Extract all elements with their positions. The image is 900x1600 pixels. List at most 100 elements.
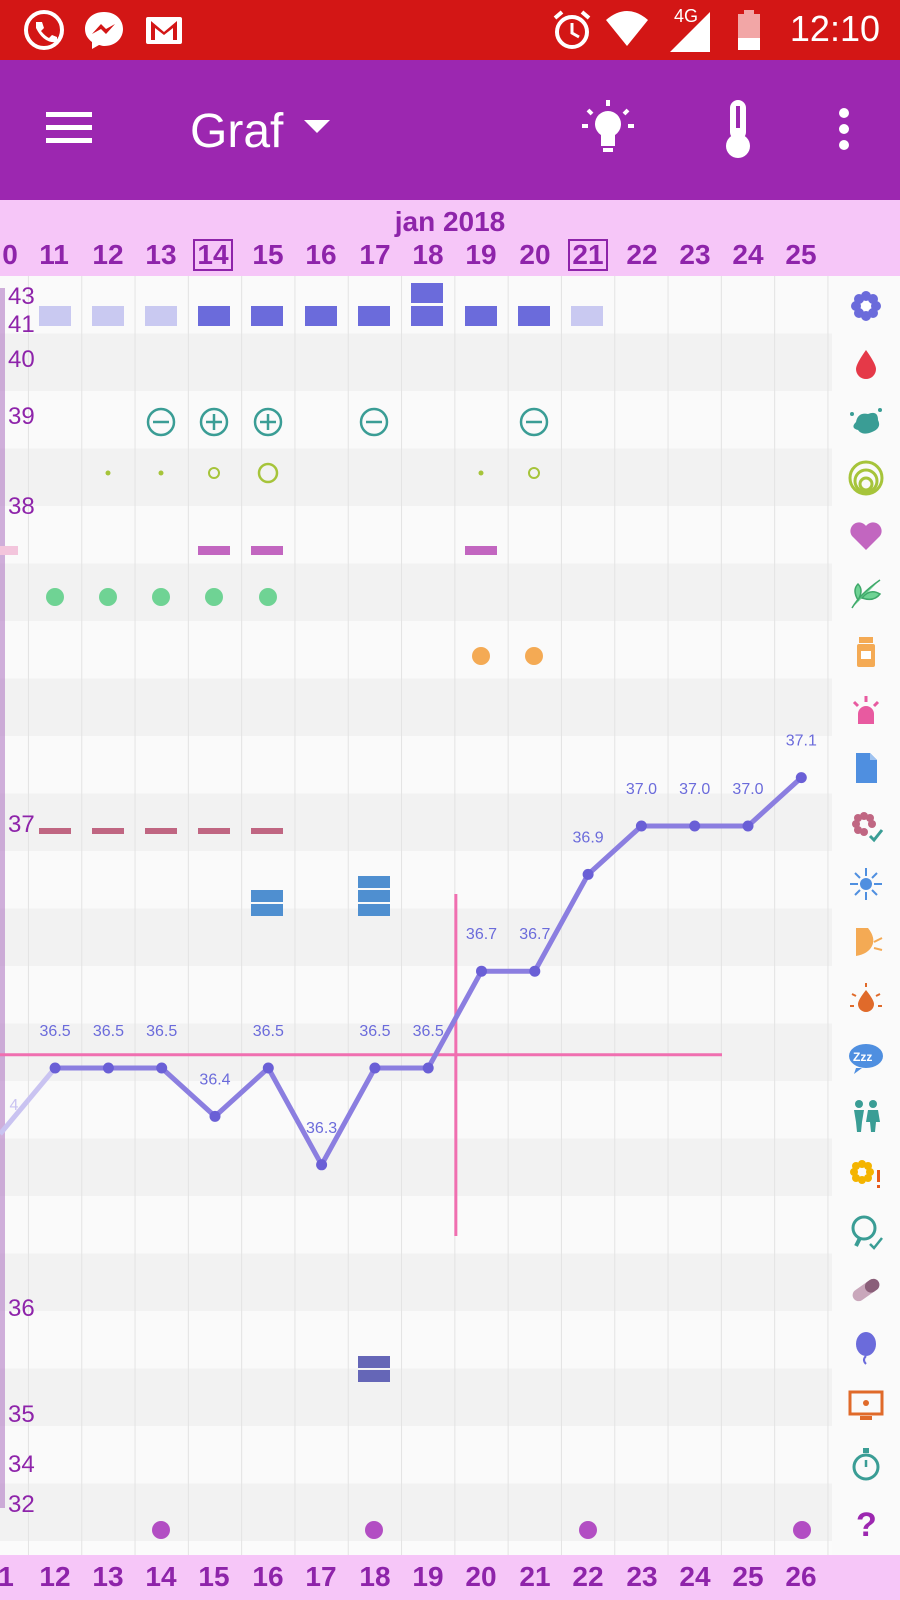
day-label[interactable]: 17: [359, 239, 391, 270]
temperature-point[interactable]: [476, 965, 487, 977]
mucus-marker[interactable]: [478, 470, 484, 476]
positive-test-marker[interactable]: [253, 407, 283, 437]
note-marker[interactable]: [251, 828, 283, 834]
intercourse-marker[interactable]: [198, 546, 230, 555]
day-label[interactable]: 18: [412, 239, 444, 270]
page-title[interactable]: Graf: [190, 105, 284, 158]
event-marker[interactable]: [793, 1521, 811, 1539]
flow-marker[interactable]: [145, 306, 177, 326]
day-label[interactable]: 16: [305, 239, 337, 270]
cervix-marker[interactable]: [251, 890, 283, 902]
mucus-marker[interactable]: [257, 462, 279, 484]
heart-icon[interactable]: [848, 518, 884, 554]
flow-marker[interactable]: [518, 306, 550, 326]
intercourse-marker[interactable]: [465, 546, 497, 555]
note-marker[interactable]: [92, 828, 124, 834]
drop-rays-icon[interactable]: [848, 982, 884, 1018]
negative-test-marker[interactable]: [146, 407, 176, 437]
temperature-point[interactable]: [102, 1062, 114, 1074]
day-label[interactable]: 12: [92, 239, 124, 270]
flower-alert-icon[interactable]: [848, 1156, 884, 1192]
flow-marker[interactable]: [305, 306, 337, 326]
cervix-marker[interactable]: [358, 904, 390, 916]
day-label[interactable]: 15: [252, 239, 284, 270]
temperature-point[interactable]: [316, 1159, 328, 1171]
flow-marker[interactable]: [92, 306, 124, 326]
intercourse-marker[interactable]: [251, 546, 283, 555]
temperature-point[interactable]: [795, 772, 807, 784]
mood-marker[interactable]: [259, 588, 277, 606]
temperature-chart[interactable]: 43 41 40 39 38 37 36 35 34 32: [0, 276, 832, 1556]
event-marker[interactable]: [579, 1521, 597, 1539]
mood-marker[interactable]: [46, 588, 64, 606]
positive-test-marker[interactable]: [199, 407, 229, 437]
negative-test-marker[interactable]: [519, 407, 549, 437]
monitor-marker[interactable]: [358, 1370, 390, 1382]
mood-marker[interactable]: [99, 588, 117, 606]
day-label[interactable]: 25: [785, 239, 817, 270]
drop-icon[interactable]: [848, 346, 884, 382]
day-label[interactable]: 0: [2, 239, 18, 270]
stopwatch-icon[interactable]: [848, 1446, 884, 1482]
flow-marker[interactable]: [39, 306, 71, 326]
temperature-point[interactable]: [49, 1062, 61, 1074]
balloon-icon[interactable]: [848, 1330, 884, 1366]
mucus-marker[interactable]: [208, 467, 220, 479]
flower-icon[interactable]: [848, 288, 884, 324]
day-label[interactable]: 20: [519, 239, 551, 270]
dropdown-icon[interactable]: [302, 116, 332, 136]
leaf-icon[interactable]: [848, 576, 884, 612]
flow-marker[interactable]: [251, 306, 283, 326]
capsule-icon[interactable]: [848, 1272, 884, 1308]
temperature-point[interactable]: [689, 820, 701, 832]
mucus-marker[interactable]: [105, 470, 111, 476]
monitor-marker[interactable]: [358, 1356, 390, 1368]
mucus-marker[interactable]: [158, 470, 164, 476]
temperature-point[interactable]: [262, 1062, 274, 1074]
flow-marker[interactable]: [411, 283, 443, 303]
alarm-light-icon[interactable]: [848, 692, 884, 728]
day-label[interactable]: 24: [732, 239, 764, 270]
magnifier-icon[interactable]: [848, 1214, 884, 1250]
temperature-point[interactable]: [156, 1062, 168, 1074]
day-label[interactable]: 19: [465, 239, 497, 270]
sleep-icon[interactable]: Zzz: [848, 1040, 884, 1076]
temperature-point[interactable]: [742, 820, 754, 832]
document-icon[interactable]: [848, 750, 884, 786]
temperature-point[interactable]: [582, 868, 594, 880]
monitor-icon[interactable]: [848, 1388, 884, 1424]
temperature-point[interactable]: [635, 820, 647, 832]
cervix-marker[interactable]: [251, 904, 283, 916]
event-marker[interactable]: [152, 1521, 170, 1539]
pill-bottle-icon[interactable]: [848, 634, 884, 670]
flow-marker[interactable]: [411, 306, 443, 326]
rings-icon[interactable]: [848, 460, 884, 496]
negative-test-marker[interactable]: [359, 407, 389, 437]
flow-marker[interactable]: [358, 306, 390, 326]
day-label[interactable]: 11: [39, 239, 69, 270]
mucus-marker[interactable]: [528, 467, 540, 479]
temperature-point[interactable]: [529, 965, 541, 977]
more-icon[interactable]: [836, 106, 852, 152]
sparkle-icon[interactable]: [848, 866, 884, 902]
cervix-marker[interactable]: [358, 876, 390, 888]
splash-icon[interactable]: [848, 404, 884, 440]
day-label[interactable]: 22: [626, 239, 658, 270]
intercourse-marker[interactable]: [0, 546, 18, 555]
mood-marker[interactable]: [205, 588, 223, 606]
thermometer-icon[interactable]: [716, 96, 760, 162]
flow-marker[interactable]: [198, 306, 230, 326]
couple-icon[interactable]: [848, 1098, 884, 1134]
menu-icon[interactable]: [44, 108, 94, 148]
flower-check-icon[interactable]: [848, 808, 884, 844]
day-label-selected[interactable]: 21: [568, 239, 608, 271]
body-icon[interactable]: [848, 924, 884, 960]
temperature-point[interactable]: [369, 1062, 381, 1074]
medication-marker[interactable]: [525, 647, 543, 665]
day-label[interactable]: 13: [145, 239, 177, 270]
mood-marker[interactable]: [152, 588, 170, 606]
cervix-marker[interactable]: [358, 890, 390, 902]
event-marker[interactable]: [365, 1521, 383, 1539]
medication-marker[interactable]: [472, 647, 490, 665]
temperature-point[interactable]: [422, 1062, 434, 1074]
